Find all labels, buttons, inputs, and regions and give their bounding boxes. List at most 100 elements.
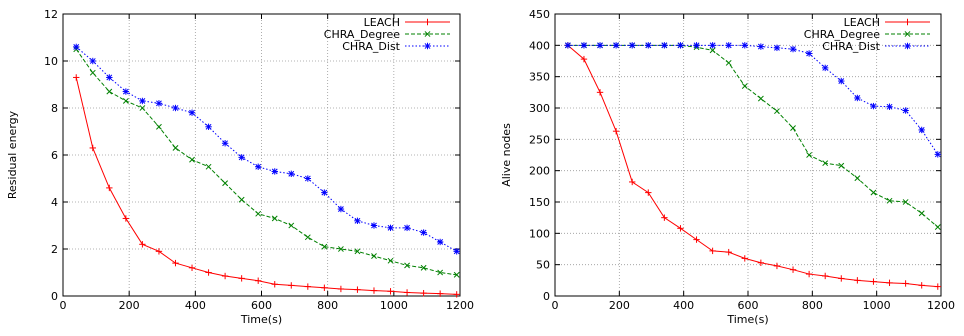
chart1-series-chra-dist-point <box>321 189 328 196</box>
chart1-series-chra-degree-line <box>75 48 457 276</box>
chart1-series-chra-degree-point <box>321 243 328 250</box>
chart2-series-chra-dist-point <box>725 42 732 49</box>
chart1-legend-marker-chra-dist <box>424 42 431 50</box>
chart2-series-chra-dist-point <box>902 107 909 114</box>
chart2-series-leach-point <box>773 262 781 270</box>
chart1-series-leach-point <box>73 74 80 81</box>
chart2-series-leach-point <box>934 283 941 290</box>
chart1-series-chra-degree-point <box>189 156 195 163</box>
chart2-y-tick-label: 100 <box>529 227 550 240</box>
chart2-series-leach-point <box>838 275 845 282</box>
chart1-series-chra-degree-point <box>271 215 278 222</box>
chart2-series-chra-degree-point <box>806 152 813 158</box>
chart2-series-leach-point <box>596 89 604 96</box>
chart2-series-leach-point <box>580 55 588 63</box>
chart2-series-chra-degree-point <box>757 95 764 102</box>
chart1-series-leach-point <box>403 289 411 296</box>
chart2-series-chra-dist-point <box>596 42 604 49</box>
chart1-series-chra-degree-point <box>156 123 162 130</box>
chart1-series-chra-degree-point <box>172 145 179 151</box>
chart1-series-chra-dist-point <box>254 163 262 170</box>
chart1-series-leach-point <box>436 290 444 297</box>
chart1-series-chra-dist-point <box>221 140 229 147</box>
chart2-y-tick-label: 50 <box>536 259 550 272</box>
chart2-y-tick-label: 0 <box>543 290 550 303</box>
chart1-x-tick-label: 0 <box>60 299 67 312</box>
chart1-legend-label-chra-degree: CHRA_Degree <box>324 28 400 41</box>
chart2-series-chra-degree-point <box>822 160 829 167</box>
chart1-series-chra-degree-point <box>238 196 245 203</box>
chart2-series-chra-dist-point <box>564 42 572 49</box>
chart2-y-tick-label: 450 <box>529 8 550 21</box>
chart1-series-chra-dist-point <box>370 222 378 229</box>
chart1-series-chra-dist-point <box>387 224 394 232</box>
chart1-series-chra-degree-point <box>304 234 311 241</box>
chart1-series-leach-point <box>172 259 179 267</box>
chart2-series-chra-dist-point <box>854 94 861 102</box>
chart1-series-chra-dist-point <box>106 74 113 81</box>
chart2-series-chra-dist-point <box>918 126 925 134</box>
chart2-series-leach-point <box>854 277 861 284</box>
chart2-series-leach-point <box>822 272 829 280</box>
chart2-series-leach-point <box>886 279 893 287</box>
chart2-series-leach-point <box>677 225 684 232</box>
chart1-series-chra-degree-point <box>404 262 410 269</box>
chart2-series-leach-point <box>693 236 700 243</box>
chart2-series-chra-dist-point <box>693 42 700 49</box>
chart1-legend-marker-leach <box>424 18 431 26</box>
chart1-legend-label-chra-dist: CHRA_Dist <box>342 40 400 53</box>
chart2-series-chra-degree-point <box>838 162 845 169</box>
chart2-x-axis-label: Time(s) <box>726 313 768 326</box>
chart1-series-chra-dist-point <box>436 238 444 246</box>
chart2-legend-label-chra-degree: CHRA_Degree <box>804 28 880 41</box>
chart2-y-axis-label: Alive nodes <box>500 123 513 187</box>
chart1-y-tick-label: 4 <box>51 196 58 209</box>
chart1-series-chra-dist-point <box>271 168 278 175</box>
chart1-series-leach-point <box>188 264 196 271</box>
chart1-series-leach-point <box>238 275 245 282</box>
chart1-x-tick-label: 200 <box>119 299 140 312</box>
chart1-series-chra-dist-point <box>205 123 212 130</box>
chart1-series-chra-degree-point <box>354 248 361 255</box>
chart2-series-leach-point <box>757 259 765 266</box>
chart2-x-tick-label: 400 <box>673 299 694 312</box>
chart1-series-leach-point <box>337 285 345 293</box>
chart1-x-tick-label: 600 <box>251 299 272 312</box>
chart2-y-tick-label: 150 <box>529 196 550 209</box>
chart1-series-chra-dist-point <box>73 43 80 51</box>
chart2-series-chra-degree-point <box>934 224 941 230</box>
chart1-y-tick-label: 0 <box>51 290 58 303</box>
chart2-series-chra-degree-point <box>790 125 796 131</box>
chart2-series-chra-degree-point <box>741 83 748 89</box>
chart2-series-chra-dist-point <box>822 64 829 72</box>
chart2-x-tick-label: 800 <box>802 299 823 312</box>
chart2-series-chra-dist-point <box>741 42 748 49</box>
chart1-series-chra-degree-point <box>205 163 212 170</box>
chart1-legend-label-leach: LEACH <box>364 16 400 29</box>
chart2-series-chra-degree-point <box>870 189 877 196</box>
chart1-series-chra-dist-point <box>155 100 163 107</box>
chart1-series-chra-dist-point <box>89 57 96 65</box>
chart1-series-leach-point <box>370 287 378 294</box>
chart1-series-leach-point <box>139 241 146 248</box>
chart1-y-tick-label: 2 <box>51 243 58 256</box>
chart2-series-chra-dist-point <box>934 151 941 158</box>
chart1-y-tick-label: 6 <box>51 149 58 162</box>
chart2-x-tick-label: 1000 <box>863 299 891 312</box>
chart1-series-chra-dist-point <box>188 109 196 116</box>
chart2-series-chra-degree-point <box>854 175 861 182</box>
chart1-series-chra-dist-line <box>75 46 457 252</box>
chart1-y-tick-label: 10 <box>44 55 58 68</box>
chart2-x-tick-label: 1200 <box>927 299 955 312</box>
chart2-series-leach-point <box>870 278 877 285</box>
chart2-series-chra-degree-point <box>725 59 732 66</box>
chart1-x-tick-label: 800 <box>317 299 338 312</box>
chart2-x-tick-label: 0 <box>552 299 559 312</box>
chart2-series-chra-degree-point <box>902 199 909 205</box>
chart2-series-chra-dist-point <box>773 44 781 52</box>
chart1-series-leach-point <box>122 215 130 222</box>
chart2-series-leach-point <box>661 214 668 221</box>
chart1-series-chra-dist-point <box>354 217 361 224</box>
